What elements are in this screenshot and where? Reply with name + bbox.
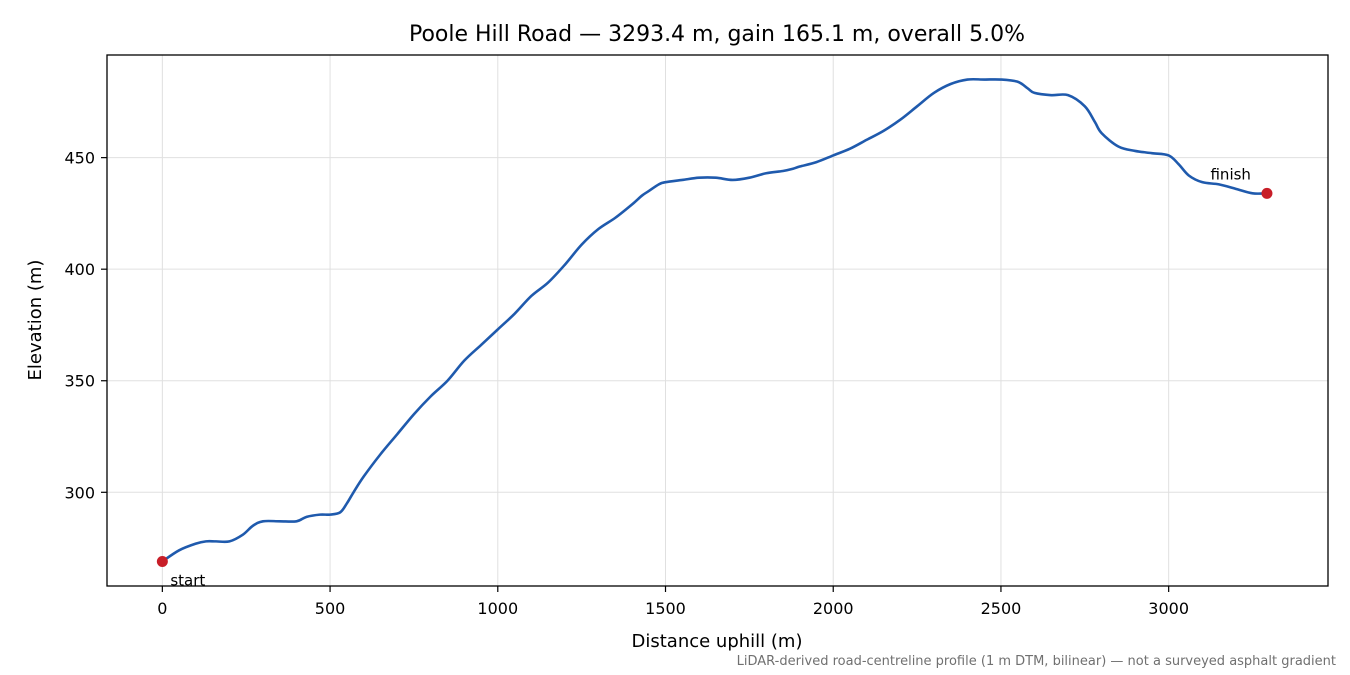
- start-label: start: [170, 571, 205, 589]
- endpoint-markers: start finish: [156, 165, 1273, 589]
- axis-ticks: 0 500 1000 1500 2000 2500 3000 300 350 400 450: [64, 149, 1189, 618]
- y-tick-label: 300: [64, 483, 95, 502]
- x-axis-title: Distance uphill (m): [632, 631, 803, 652]
- data-source-footnote: LiDAR-derived road-centreline profile (1…: [737, 654, 1336, 669]
- x-tick-label: 1500: [645, 599, 686, 618]
- chart-title: Poole Hill Road — 3293.4 m, gain 165.1 m…: [409, 22, 1025, 47]
- x-tick-label: 3000: [1148, 599, 1189, 618]
- x-tick-label: 1000: [477, 599, 518, 618]
- x-tick-label: 2000: [813, 599, 854, 618]
- start-marker: [156, 555, 168, 567]
- x-tick-label: 500: [315, 599, 346, 618]
- plot-frame: [106, 54, 1329, 587]
- x-tick-label: 2500: [981, 599, 1022, 618]
- grid-lines: [107, 55, 1328, 586]
- y-axis-title: Elevation (m): [25, 260, 46, 381]
- x-tick-label: 0: [157, 599, 167, 618]
- finish-marker: [1261, 187, 1273, 199]
- y-tick-label: 400: [64, 260, 95, 279]
- y-tick-label: 450: [64, 149, 95, 168]
- y-tick-label: 350: [64, 372, 95, 391]
- elevation-profile-line: [161, 77, 1269, 563]
- finish-label: finish: [1210, 165, 1250, 183]
